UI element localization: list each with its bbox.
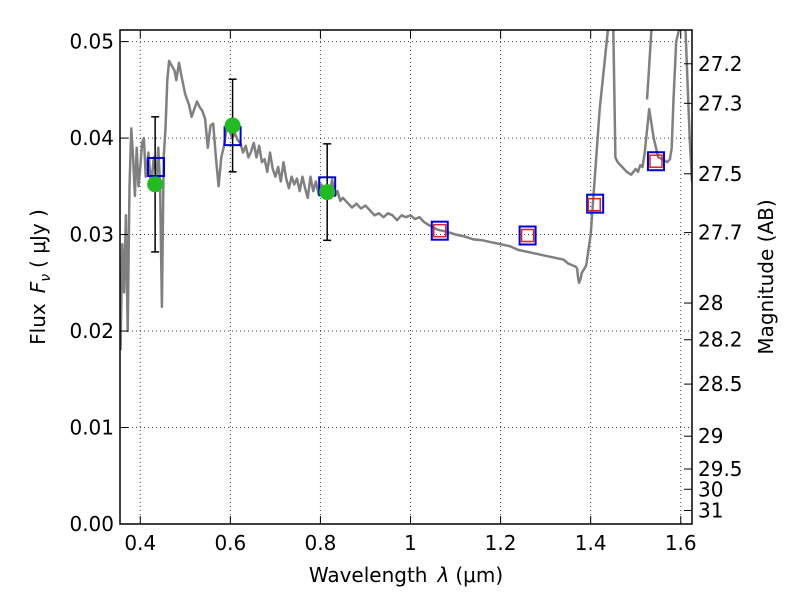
red-square-point: [433, 223, 447, 238]
x-axis-unit: (μm): [455, 563, 503, 587]
y-axis-unit: ( μJy ): [26, 209, 50, 268]
y-axis-symbol: F: [26, 281, 50, 293]
y2-tick-label: 29.5: [698, 457, 743, 481]
y-tick-label: 0.02: [69, 319, 114, 343]
y-tick-label: 0.01: [69, 416, 114, 440]
x-tick-label: 1.2: [485, 531, 517, 555]
y-tick-label: 0.03: [69, 223, 114, 247]
y2-tick-label: 30: [698, 477, 723, 501]
y2-tick-label: 28.5: [698, 372, 743, 396]
blue-square-point: [147, 157, 166, 178]
y2-tick-label: 28: [698, 291, 723, 315]
y2-tick-label: 29: [698, 424, 723, 448]
y-axis-label: Flux Fν ( μJy ): [26, 209, 54, 345]
plot-frame: [119, 29, 693, 525]
green-circle-point: [319, 184, 336, 201]
x-tick-label: 1.4: [575, 531, 607, 555]
y-axis-label-text: Flux: [26, 303, 50, 345]
y2-axis-label: Magnitude (AB): [754, 199, 778, 354]
ticks: 0.4 0.6 0.8 1 1.2 1.4 1.6 0.00 0.01 0.02 0.03 0.04 0…: [69, 30, 742, 555]
green-circle-point: [147, 176, 164, 193]
x-tick-label: 0.6: [214, 531, 246, 555]
y2-tick-label: 27.3: [698, 91, 743, 115]
red-square-point: [520, 228, 535, 243]
blue-square-point: [430, 220, 449, 241]
x-tick-label: 1: [404, 531, 417, 555]
green-circle-point: [224, 117, 241, 134]
x-axis-label: Wavelength λ (μm): [309, 563, 503, 587]
sed-line-1: [645, 30, 653, 100]
x-axis-symbol: λ: [437, 563, 450, 587]
y2-tick-label: 31: [698, 498, 723, 522]
y-tick-label: 0.04: [69, 126, 114, 150]
y2-tick-label: 27.5: [698, 162, 743, 186]
red-square-point: [587, 197, 602, 212]
y2-tick-label: 27.7: [698, 221, 743, 245]
y2-tick-label: 27.2: [698, 52, 743, 76]
red-square-point: [649, 154, 663, 168]
x-tick-label: 1.6: [665, 531, 697, 555]
y-tick-label: 0.05: [69, 30, 114, 54]
x-tick-label: 0.8: [305, 531, 337, 555]
blue-square-point: [518, 225, 537, 246]
blue-square-point: [586, 193, 605, 214]
y-axis-subscript: ν: [38, 274, 54, 282]
y-tick-label: 0.00: [69, 512, 114, 536]
blue-square-point: [646, 151, 665, 172]
series-markers: [147, 78, 665, 253]
x-axis-label-text: Wavelength: [309, 563, 428, 587]
y2-tick-label: 28.2: [698, 328, 743, 352]
x-tick-label: 0.4: [124, 531, 156, 555]
